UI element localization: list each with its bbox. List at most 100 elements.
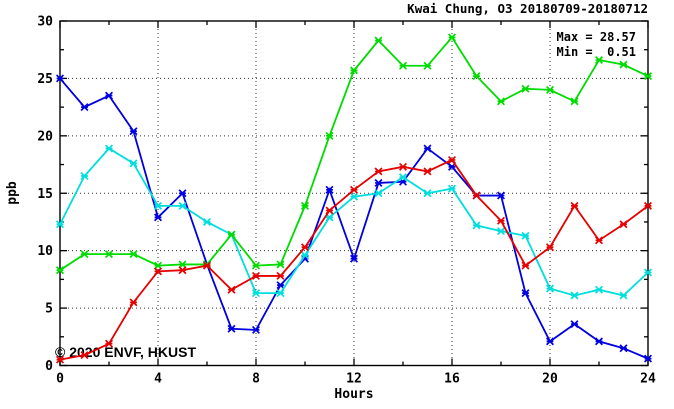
series-blue-marker xyxy=(643,354,653,363)
series-red-marker xyxy=(447,155,457,164)
x-tick-label: 16 xyxy=(444,372,460,387)
series-red-marker xyxy=(276,271,285,280)
series-red-marker xyxy=(104,339,114,348)
series-red-marker xyxy=(153,267,163,276)
series-cyan-marker xyxy=(570,291,579,300)
series-cyan-marker xyxy=(276,289,285,298)
series-green-marker xyxy=(398,61,408,70)
series-blue-marker xyxy=(153,213,163,222)
series-red-marker xyxy=(129,298,138,307)
series-red-marker xyxy=(202,261,212,270)
y-tick-label: 10 xyxy=(37,244,53,259)
series-red-marker xyxy=(178,266,187,275)
series-cyan-marker xyxy=(104,144,114,153)
series-red-marker xyxy=(472,191,481,200)
series-blue-marker xyxy=(423,144,432,153)
x-tick-label: 24 xyxy=(640,372,656,387)
series-green-marker xyxy=(349,66,359,75)
series-cyan-marker xyxy=(643,268,653,277)
series-blue-marker xyxy=(374,178,383,187)
series-cyan-marker xyxy=(374,189,383,198)
series-red-marker xyxy=(398,162,408,171)
x-tick-label: 8 xyxy=(252,372,260,387)
series-green-marker xyxy=(251,261,261,270)
series-cyan-marker xyxy=(178,201,187,210)
x-axis-label: Hours xyxy=(334,387,373,402)
series-red-marker xyxy=(349,185,359,194)
max-annotation: Max = 28.57 xyxy=(557,30,636,44)
y-tick-label: 20 xyxy=(37,129,53,144)
series-blue-marker xyxy=(227,324,236,333)
series-red-marker xyxy=(80,351,89,360)
series-cyan-marker xyxy=(545,284,555,293)
series-green-marker xyxy=(472,72,481,81)
series-green-marker xyxy=(619,60,628,69)
series-cyan-marker xyxy=(594,285,604,294)
chart-title: Kwai Chung, O3 20180709-20180712 xyxy=(407,1,648,16)
series-green-marker xyxy=(594,56,604,65)
series-cyan-marker xyxy=(521,231,530,240)
series-blue-marker xyxy=(570,320,579,329)
series-green-marker xyxy=(55,266,65,275)
series-red-marker xyxy=(545,243,555,252)
series-green-marker xyxy=(227,230,236,239)
y-tick-label: 30 xyxy=(37,15,53,30)
series-red-marker xyxy=(300,243,310,252)
series-cyan-marker xyxy=(80,172,89,181)
series-blue-marker xyxy=(55,74,65,83)
y-tick-label: 25 xyxy=(37,72,53,87)
series-cyan-marker xyxy=(423,189,432,198)
series-red-marker xyxy=(643,201,653,210)
series-blue-marker xyxy=(80,103,89,112)
series-blue-marker xyxy=(349,254,359,263)
series-green-marker xyxy=(643,72,653,81)
series-blue-marker xyxy=(104,91,114,100)
series-blue-marker xyxy=(496,191,506,200)
series-green-marker xyxy=(423,61,432,70)
series-red-marker xyxy=(227,285,236,294)
series-cyan-marker xyxy=(202,217,212,226)
series-cyan-marker xyxy=(447,184,457,193)
series-green-marker xyxy=(153,261,163,270)
series-cyan-marker xyxy=(129,159,138,168)
series-red-marker xyxy=(521,261,530,270)
series-red-marker xyxy=(423,167,432,176)
series-green-marker xyxy=(325,131,334,140)
series-cyan-marker xyxy=(153,201,163,210)
x-tick-label: 12 xyxy=(346,372,362,387)
series-blue-marker xyxy=(325,185,334,194)
x-tick-label: 0 xyxy=(56,372,64,387)
series-green-marker xyxy=(178,260,187,269)
x-tick-label: 20 xyxy=(542,372,558,387)
series-green-marker xyxy=(545,85,555,94)
series-green-marker xyxy=(104,250,114,259)
series-cyan-marker xyxy=(349,192,359,201)
series-green-marker xyxy=(300,201,310,210)
series-cyan-marker xyxy=(398,173,408,182)
series-red-marker xyxy=(570,201,579,210)
watermark: © 2020 ENVF, HKUST xyxy=(55,344,196,360)
series-green-marker xyxy=(374,36,383,45)
y-axis-label: ppb xyxy=(5,181,20,205)
series-green-marker xyxy=(570,97,579,106)
series-red-marker xyxy=(374,167,383,176)
series-blue-marker xyxy=(251,325,261,334)
y-tick-label: 15 xyxy=(37,187,53,202)
series-blue-marker xyxy=(521,289,530,298)
series-blue-marker xyxy=(545,337,555,346)
series-blue-marker xyxy=(129,127,138,136)
series-blue-line xyxy=(59,77,649,360)
series-green-marker xyxy=(129,250,138,259)
min-annotation: Min = 0.51 xyxy=(557,45,636,59)
x-tick-label: 4 xyxy=(154,372,162,387)
series-red-marker xyxy=(496,216,506,225)
series-green-marker xyxy=(276,260,285,269)
series-green-marker xyxy=(496,97,506,106)
series-blue-marker xyxy=(276,281,285,290)
series-green-marker xyxy=(447,33,457,42)
series-red-marker xyxy=(619,220,628,229)
series-green-marker xyxy=(521,84,530,93)
y-tick-label: 5 xyxy=(45,302,53,317)
